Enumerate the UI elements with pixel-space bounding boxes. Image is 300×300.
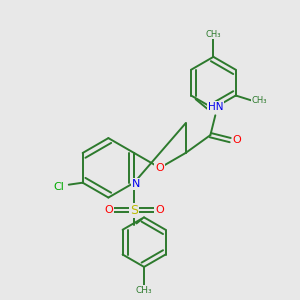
Text: CH₃: CH₃ — [252, 96, 267, 105]
Text: O: O — [155, 206, 164, 215]
Text: CH₃: CH₃ — [206, 30, 221, 39]
Text: CH₃: CH₃ — [136, 286, 152, 295]
Text: O: O — [233, 135, 242, 145]
Text: N: N — [132, 179, 140, 189]
Text: Cl: Cl — [53, 182, 64, 192]
Text: HN: HN — [208, 102, 223, 112]
Text: O: O — [104, 206, 113, 215]
Text: S: S — [130, 204, 138, 217]
Text: O: O — [155, 163, 164, 173]
